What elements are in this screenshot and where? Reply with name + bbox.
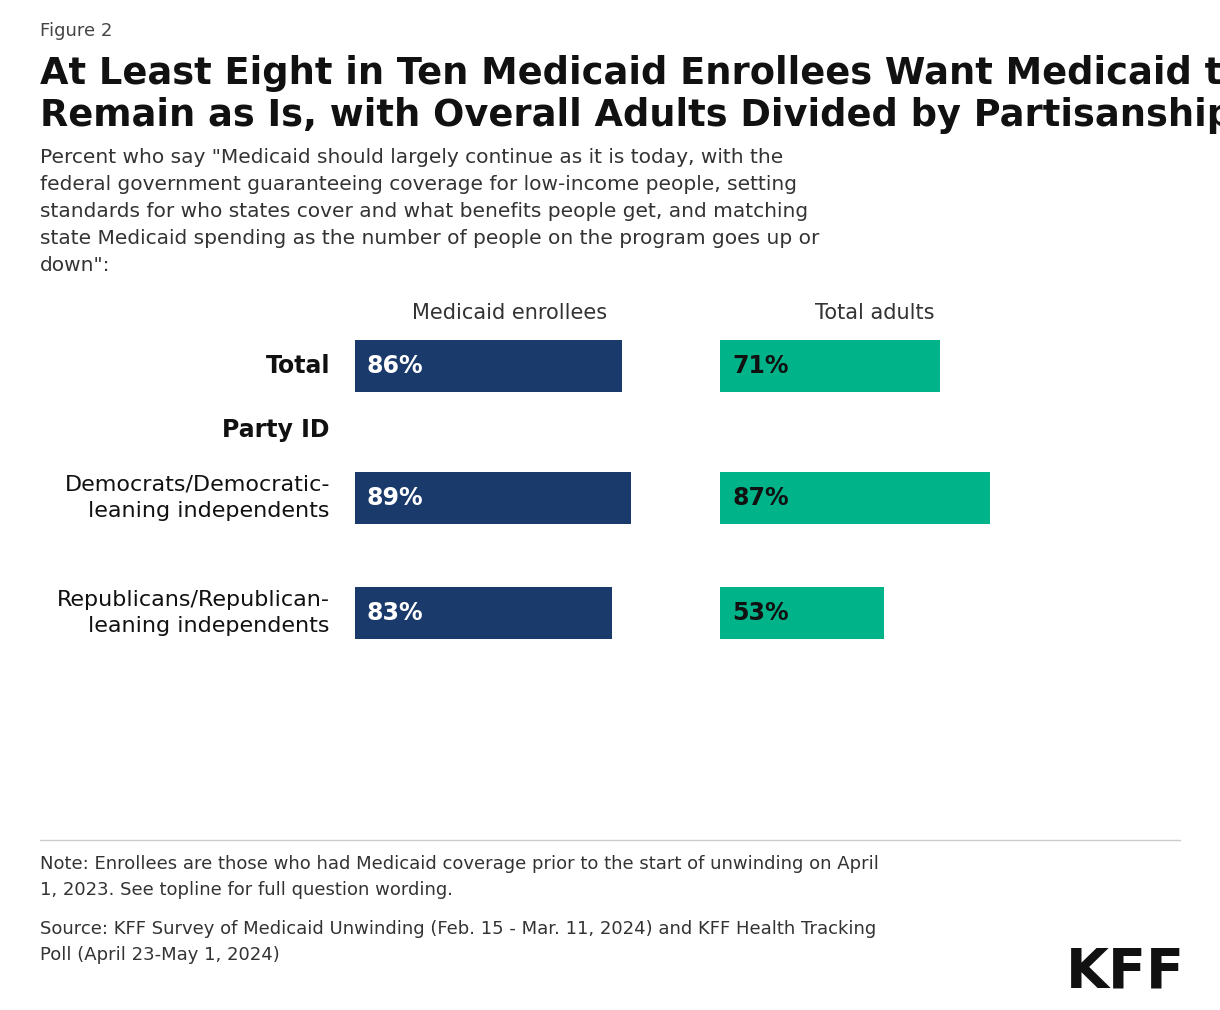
Text: 71%: 71% [732,354,788,378]
Bar [355,587,612,639]
Text: Poll (April 23-May 1, 2024): Poll (April 23-May 1, 2024) [40,946,279,964]
Text: Democrats/Democratic-: Democrats/Democratic- [65,475,329,495]
Text: 89%: 89% [367,486,423,510]
Text: Republicans/Republican-: Republicans/Republican- [57,590,329,610]
Text: Remain as Is, with Overall Adults Divided by Partisanship: Remain as Is, with Overall Adults Divide… [40,97,1220,134]
Text: Figure 2: Figure 2 [40,22,112,40]
Text: federal government guaranteeing coverage for low-income people, setting: federal government guaranteeing coverage… [40,175,797,194]
Text: down":: down": [40,256,111,275]
Bar [720,587,884,639]
Bar [355,340,622,392]
Bar [355,472,631,524]
Text: 53%: 53% [732,601,788,625]
Text: leaning independents: leaning independents [89,501,329,521]
Text: 1, 2023. See topline for full question wording.: 1, 2023. See topline for full question w… [40,881,453,899]
Text: At Least Eight in Ten Medicaid Enrollees Want Medicaid to: At Least Eight in Ten Medicaid Enrollees… [40,55,1220,92]
Bar [720,472,989,524]
Text: Medicaid enrollees: Medicaid enrollees [412,303,608,323]
Text: state Medicaid spending as the number of people on the program goes up or: state Medicaid spending as the number of… [40,229,820,248]
Text: Percent who say "Medicaid should largely continue as it is today, with the: Percent who say "Medicaid should largely… [40,148,783,167]
Text: Total: Total [266,354,329,378]
Text: 87%: 87% [732,486,788,510]
Bar [720,340,941,392]
Text: 83%: 83% [367,601,423,625]
Text: Note: Enrollees are those who had Medicaid coverage prior to the start of unwind: Note: Enrollees are those who had Medica… [40,855,878,873]
Text: Party ID: Party ID [222,418,329,442]
Text: KFF: KFF [1066,946,1185,1000]
Text: Source: KFF Survey of Medicaid Unwinding (Feb. 15 - Mar. 11, 2024) and KFF Healt: Source: KFF Survey of Medicaid Unwinding… [40,920,876,938]
Text: 86%: 86% [367,354,423,378]
Text: leaning independents: leaning independents [89,616,329,636]
Text: Total adults: Total adults [815,303,935,323]
Text: standards for who states cover and what benefits people get, and matching: standards for who states cover and what … [40,202,808,221]
